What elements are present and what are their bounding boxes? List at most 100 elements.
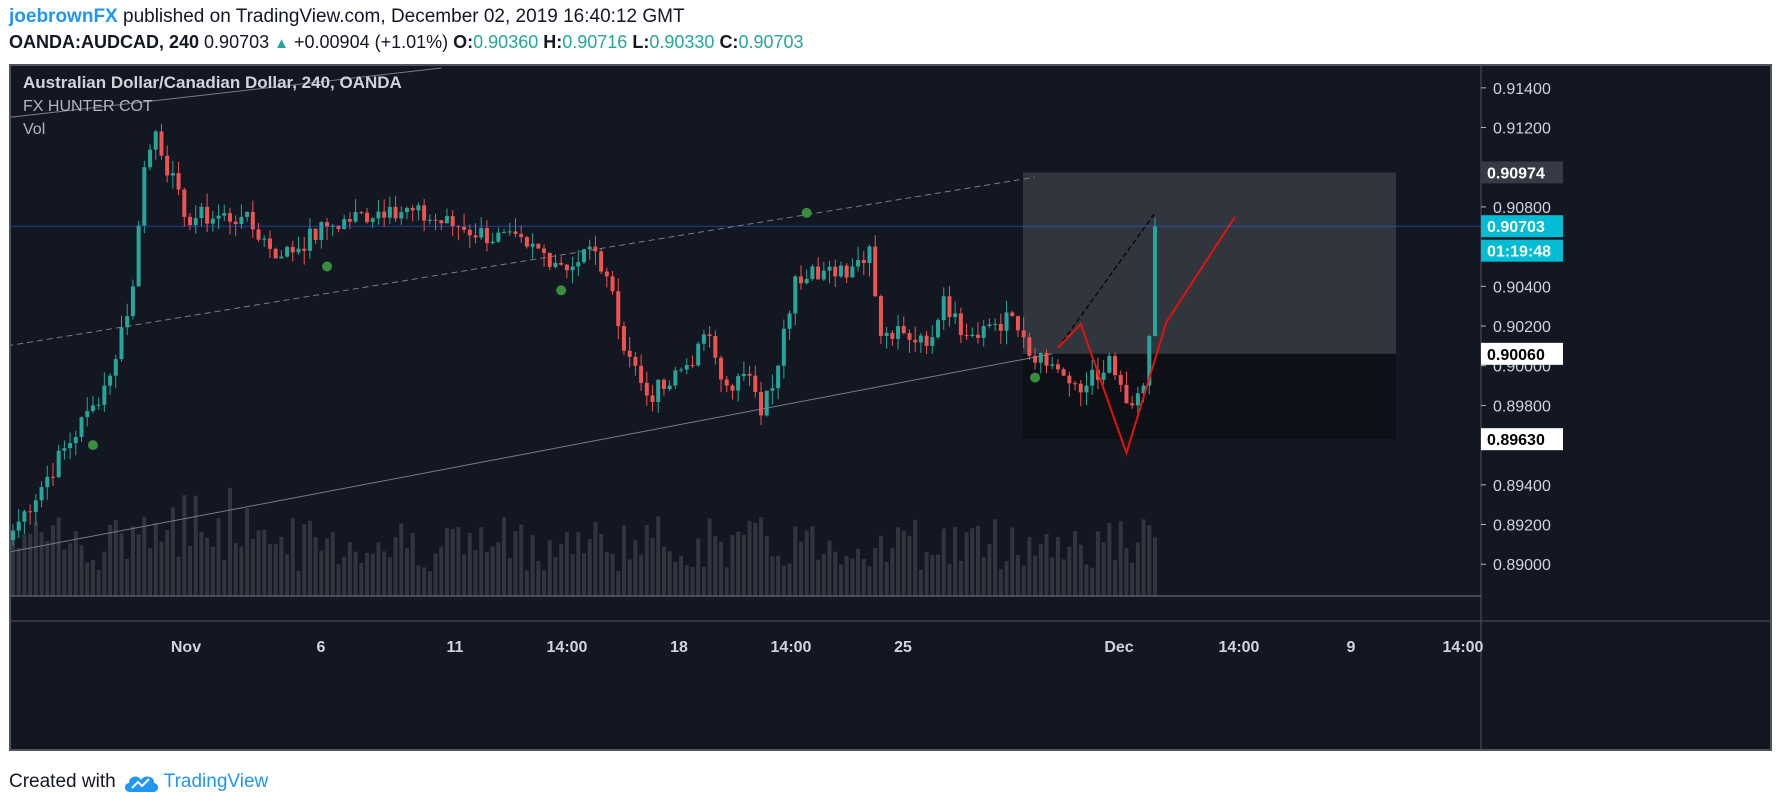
candle-body: [941, 296, 946, 321]
candle-body: [998, 323, 1003, 331]
candle-body: [16, 521, 21, 531]
price-axis[interactable]: 0.91400 0.91200 0.90800 0.90400 0.90200 0.900…: [11, 66, 1770, 749]
volume-bar: [462, 554, 467, 596]
channel-middle-line[interactable]: [11, 176, 1036, 346]
candle-body: [867, 246, 872, 264]
volume-bar: [353, 551, 358, 596]
volume-bar: [604, 552, 609, 596]
volume-bar: [690, 567, 695, 596]
channel-upper-line[interactable]: [11, 67, 442, 118]
candle-body: [1073, 383, 1078, 385]
volume-bar: [770, 556, 775, 596]
volume-bar: [576, 532, 581, 596]
volume-bar: [273, 544, 278, 596]
candle-body: [707, 334, 712, 336]
volume-bar: [616, 570, 621, 596]
volume-bar: [810, 526, 815, 596]
candle-body: [987, 324, 992, 327]
price-badge: [1481, 428, 1563, 451]
candle-body: [833, 266, 838, 277]
time-axis[interactable]: Nov 6 11 14:00 18 14:00 25 Dec 14:00 9 14:00: [171, 639, 1484, 656]
trend-channel[interactable]: [11, 67, 1156, 553]
candle-body: [1153, 226, 1157, 336]
candle-body: [913, 339, 918, 343]
candle-body: [861, 260, 866, 264]
low-value: 0.90330: [649, 32, 715, 52]
price-badge-label: 0.89630: [1487, 432, 1545, 449]
volume-bar: [713, 536, 718, 596]
volume-bar: [696, 538, 701, 596]
volume-bar: [821, 553, 826, 596]
candle-body: [450, 216, 455, 227]
candle-body: [701, 334, 706, 344]
candle-body: [50, 476, 55, 478]
candle-body: [365, 212, 370, 223]
volume-bar: [433, 553, 438, 596]
volume-bar: [707, 518, 712, 596]
zigzag-projection[interactable]: [1057, 216, 1236, 457]
volume-bar: [873, 547, 878, 596]
volume-bar: [639, 554, 644, 596]
stop-zone[interactable]: [1023, 353, 1396, 440]
tradingview-link[interactable]: TradingView: [163, 771, 269, 792]
volume-bar: [719, 541, 724, 596]
candle-body: [1050, 364, 1055, 366]
volume-bar: [176, 556, 181, 596]
volume-bar: [936, 554, 941, 596]
candle-body: [1021, 330, 1026, 338]
candle-body: [564, 264, 569, 271]
zigzag-line[interactable]: [1057, 216, 1236, 457]
volume-bar: [559, 543, 564, 596]
candle-body: [656, 379, 661, 402]
volume-bar: [387, 557, 392, 596]
volume-bar: [918, 569, 923, 596]
candle-body: [250, 211, 255, 230]
projection-dashed-line[interactable]: [1057, 212, 1156, 349]
signal-dots: [87, 207, 1041, 451]
volume-bar: [587, 538, 592, 596]
volume-bar: [130, 525, 135, 596]
candle-body: [878, 296, 883, 336]
chart-frame[interactable]: 0.91400 0.91200 0.90800 0.90400 0.90200 0.900…: [9, 64, 1772, 751]
candle-body: [302, 248, 307, 251]
candle-body: [519, 234, 524, 238]
volume-bar: [542, 570, 547, 596]
candle-body: [719, 357, 724, 380]
channel-lower-line[interactable]: [11, 353, 1053, 553]
volume-bar: [547, 539, 552, 596]
price-chart[interactable]: 0.91400 0.91200 0.90800 0.90400 0.90200 0.900…: [11, 66, 1770, 749]
volume-bar: [347, 541, 352, 596]
volume-bar: [479, 527, 484, 596]
candle-body: [1090, 369, 1095, 386]
candle-body: [810, 266, 815, 279]
price-badge: [1481, 342, 1563, 365]
candle-body: [39, 487, 44, 501]
candle-body: [781, 328, 786, 366]
time-tick-label: 14:00: [1443, 639, 1484, 656]
close-label: C:: [719, 32, 739, 52]
volume-bar: [947, 563, 952, 596]
target-zone[interactable]: [1023, 172, 1396, 354]
volume-bar: [1141, 519, 1146, 596]
candle-body: [507, 231, 512, 233]
price-badge-label: 0.90060: [1487, 347, 1545, 364]
author-link[interactable]: joebrownFX: [9, 6, 118, 27]
candle-body: [1061, 369, 1066, 376]
candle-body: [1113, 355, 1118, 376]
candle-body: [1055, 364, 1060, 370]
volume-bar: [896, 527, 901, 596]
up-arrow-icon: ▲: [274, 35, 289, 52]
candle-body: [1044, 353, 1049, 366]
volume-bar: [970, 528, 975, 596]
last-price: 0.90703: [204, 32, 270, 52]
candle-body: [262, 238, 267, 240]
volume-bar: [884, 561, 889, 596]
candle-body: [319, 222, 324, 240]
candle-body: [730, 385, 735, 391]
candle-body: [1084, 385, 1089, 393]
volume-bar: [838, 564, 843, 596]
price-tick-label: 0.90400: [1493, 279, 1551, 296]
rectangle-zones[interactable]: [1023, 172, 1396, 440]
volume-bar: [673, 561, 678, 596]
candle-body: [427, 219, 432, 221]
